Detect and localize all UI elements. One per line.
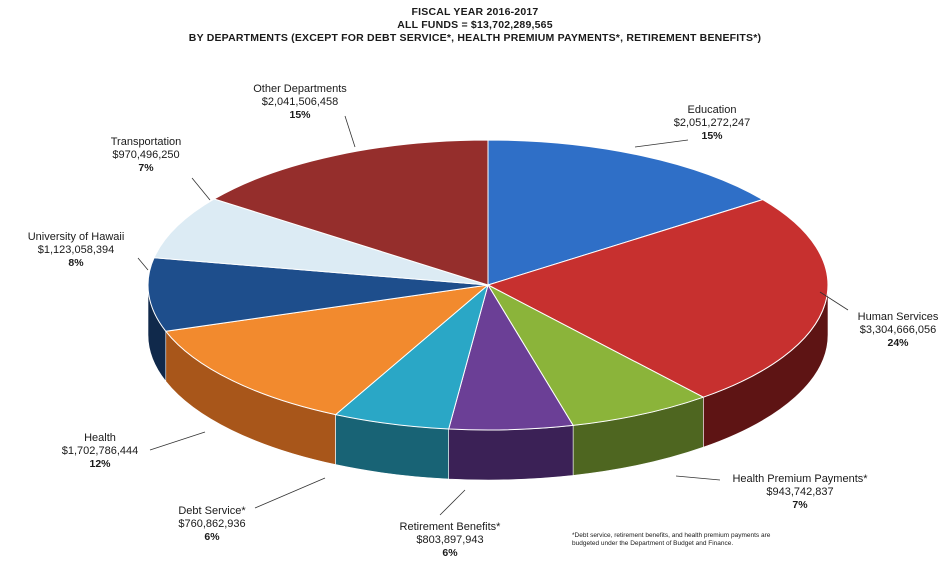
amount-education: $2,051,272,247 — [674, 117, 750, 129]
leader-line-retirement-benefits — [439, 489, 466, 516]
slice-health-premium-payments — [486, 283, 705, 426]
leader-line-university-of-hawaii — [137, 257, 149, 271]
amount-retirement-benefits: $803,897,943 — [416, 534, 483, 546]
slice-health — [164, 284, 490, 416]
slice-side-retirement-benefits — [448, 425, 574, 481]
label-university-of-hawaii: University of Hawaii — [28, 231, 125, 243]
percent-transportation: 7% — [138, 162, 154, 174]
leader-line-education — [634, 139, 689, 148]
percent-human-services: 24% — [887, 337, 909, 349]
percent-education: 15% — [701, 130, 723, 142]
chart-title-block: FISCAL YEAR 2016-2017 ALL FUNDS = $13,70… — [0, 6, 950, 45]
label-education: Education — [688, 104, 737, 116]
percent-university-of-hawaii: 8% — [68, 257, 84, 269]
amount-health: $1,702,786,444 — [62, 445, 138, 457]
amount-health-premium-payments: $943,742,837 — [766, 486, 833, 498]
label-transportation: Transportation — [111, 136, 182, 148]
footnote: *Debt service, retirement benefits, and … — [572, 532, 771, 547]
amount-transportation: $970,496,250 — [112, 149, 179, 161]
leader-line-debt-service — [254, 477, 326, 509]
slice-human-services — [486, 199, 829, 398]
label-health: Health — [84, 432, 116, 444]
label-other-departments: Other Departments — [253, 83, 347, 95]
label-health-premium-payments: Health Premium Payments* — [732, 473, 868, 485]
percent-other-departments: 15% — [289, 109, 311, 121]
chart-subtitle-total: ALL FUNDS = $13,702,289,565 — [397, 19, 553, 31]
leader-line-human-services — [819, 291, 849, 311]
amount-human-services: $3,304,666,056 — [860, 324, 936, 336]
leader-line-other-departments — [344, 115, 356, 148]
chart-subtitle-scope: BY DEPARTMENTS (EXCEPT FOR DEBT SERVICE*… — [188, 32, 762, 44]
leader-line-health-premium-payments — [675, 475, 721, 481]
label-retirement-benefits: Retirement Benefits* — [400, 521, 502, 533]
leader-lines — [137, 115, 849, 516]
pie-slices — [147, 139, 829, 431]
amount-debt-service: $760,862,936 — [178, 518, 245, 530]
percent-health: 12% — [89, 458, 111, 470]
slice-university-of-hawaii — [147, 257, 489, 332]
percent-debt-service: 6% — [204, 531, 220, 543]
leader-line-health — [149, 431, 206, 451]
label-debt-service: Debt Service* — [178, 505, 246, 517]
amount-other-departments: $2,041,506,458 — [262, 96, 338, 108]
amount-university-of-hawaii: $1,123,058,394 — [38, 244, 114, 256]
chart-title: FISCAL YEAR 2016-2017 — [411, 6, 539, 18]
slice-retirement-benefits — [448, 283, 574, 431]
percent-health-premium-payments: 7% — [792, 499, 808, 511]
pie-sides — [147, 284, 829, 481]
slice-education — [487, 139, 764, 286]
leader-line-transportation — [191, 177, 211, 201]
percent-retirement-benefits: 6% — [442, 547, 458, 559]
label-human-services: Human Services — [858, 311, 939, 323]
slice-transportation — [153, 198, 489, 286]
slice-other-departments — [212, 139, 489, 286]
